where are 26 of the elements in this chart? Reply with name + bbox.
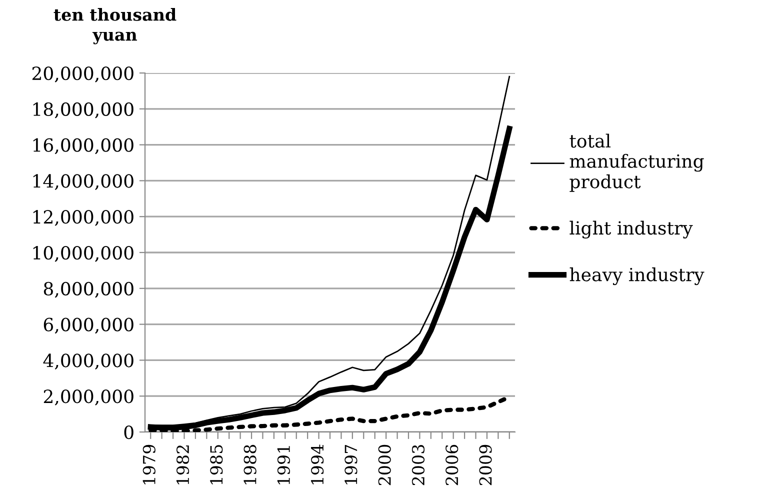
x-tick-label: 2006 (446, 444, 458, 486)
y-tick-label: 8,000,000 (44, 282, 134, 298)
y-tick-label: 10,000,000 (33, 246, 134, 262)
y-tick-label: 2,000,000 (44, 390, 134, 406)
x-tick-label: 2009 (479, 444, 492, 486)
legend-label: light industry (570, 220, 693, 239)
x-tick-label: 2003 (412, 445, 425, 486)
y-tick-label: 0 (124, 425, 134, 440)
x-tick-label: 1985 (210, 445, 223, 484)
x-tick-label: 1994 (311, 444, 324, 484)
y-axis-title: ten thousand yuan (54, 8, 176, 44)
y-tick-label: 12,000,000 (33, 210, 134, 226)
x-tick-label: 1991 (277, 446, 290, 484)
legend-label: total manufacturing product (570, 134, 704, 192)
x-tick-label: 1979 (142, 444, 156, 484)
x-tick-label: 1997 (344, 445, 358, 484)
y-tick-label: 20,000,000 (32, 66, 134, 82)
x-tick-label: 1988 (244, 444, 256, 484)
y-tick-label: 14,000,000 (33, 174, 134, 190)
legend-label: heavy industry (570, 267, 704, 286)
y-tick-label: 16,000,000 (33, 138, 134, 154)
y-tick-label: 18,000,000 (33, 102, 134, 118)
y-tick-label: 4,000,000 (43, 354, 134, 370)
x-tick-label: 1982 (176, 445, 190, 484)
x-tick-label: 2000 (378, 444, 391, 486)
y-tick-label: 6,000,000 (44, 318, 134, 334)
